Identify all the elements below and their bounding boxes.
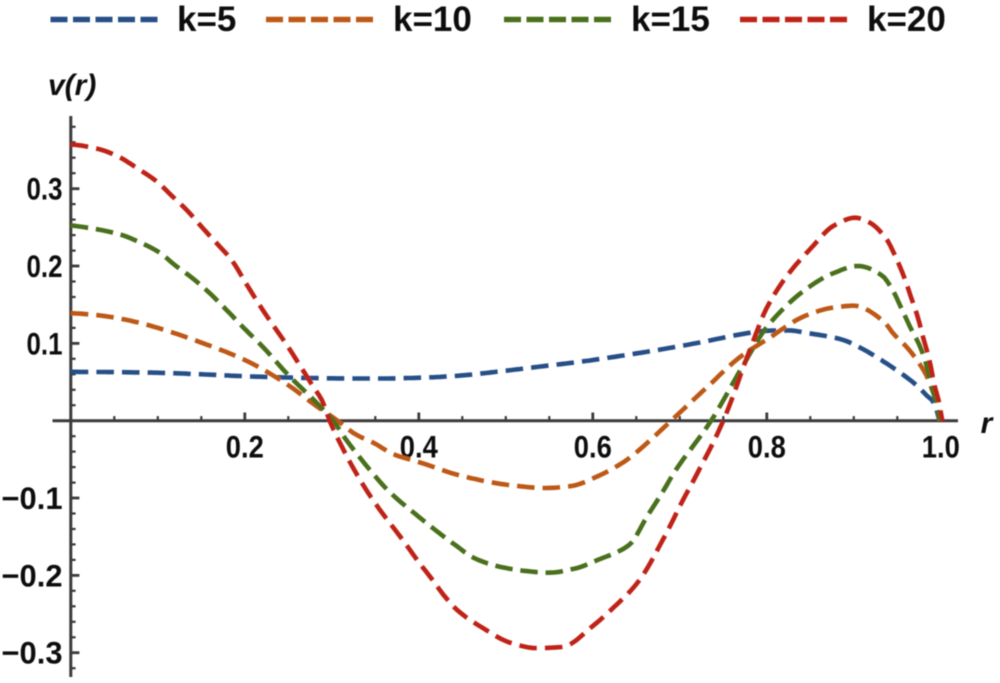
svg-text:0.6: 0.6 (574, 428, 612, 464)
svg-text:0.2: 0.2 (226, 428, 264, 464)
svg-text:1.0: 1.0 (922, 428, 960, 464)
svg-text:0.2: 0.2 (27, 248, 63, 284)
svg-text:v(r): v(r) (48, 69, 96, 102)
svg-text:−0.1: −0.1 (2, 480, 63, 516)
svg-text:k=5: k=5 (177, 0, 236, 39)
svg-text:r: r (981, 407, 995, 440)
svg-text:−0.3: −0.3 (2, 635, 63, 671)
svg-text:0.3: 0.3 (27, 171, 63, 207)
svg-text:k=15: k=15 (631, 0, 710, 39)
svg-text:−0.2: −0.2 (2, 557, 63, 593)
svg-text:k=10: k=10 (393, 0, 472, 39)
svg-text:0.8: 0.8 (748, 428, 786, 464)
svg-text:k=20: k=20 (867, 0, 946, 39)
svg-text:0.1: 0.1 (27, 325, 63, 361)
